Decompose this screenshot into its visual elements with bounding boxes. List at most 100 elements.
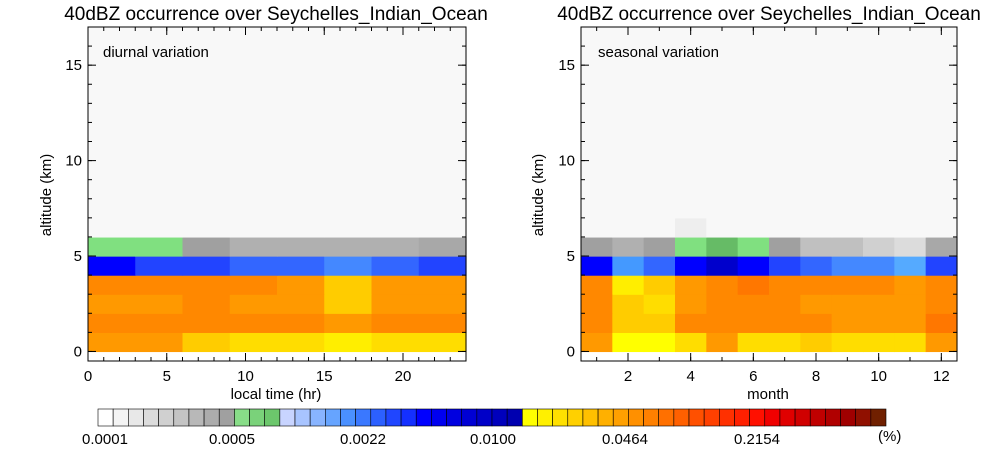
seasonal-cell bbox=[800, 256, 833, 276]
colorbar-swatch bbox=[522, 408, 538, 427]
diurnal-cell bbox=[371, 236, 420, 257]
seasonal-cell bbox=[831, 217, 864, 238]
diurnal-cell bbox=[277, 294, 325, 314]
colorbar-tick-label: 0.0001 bbox=[82, 431, 128, 448]
seasonal-cell bbox=[581, 294, 613, 314]
diurnal-cell bbox=[418, 275, 467, 295]
seasonal-cell bbox=[831, 294, 864, 314]
diurnal-cell bbox=[182, 332, 231, 353]
colorbar: 0.0001 0.0005 0.0022 0.0100 0.0464 0.2154 (%) bbox=[82, 408, 901, 448]
seasonal-cell bbox=[894, 294, 927, 314]
seasonal-cell bbox=[925, 236, 958, 257]
seasonal-cell bbox=[706, 236, 739, 257]
seasonal-panel: 40dBZ occurrence over Seychelles_Indian_… bbox=[530, 4, 981, 403]
colorbar-swatch bbox=[734, 408, 750, 427]
seasonal-cell bbox=[612, 217, 645, 238]
colorbar-swatch bbox=[825, 408, 841, 427]
colorbar-swatch bbox=[491, 408, 508, 427]
seasonal-cell bbox=[769, 27, 801, 219]
diurnal-cell bbox=[324, 294, 373, 314]
seasonal-cell bbox=[925, 27, 958, 219]
seasonal-cell bbox=[706, 313, 739, 333]
diurnal-cell bbox=[277, 27, 325, 238]
seasonal-x-tick-label: 10 bbox=[870, 368, 887, 385]
seasonal-cell bbox=[675, 217, 707, 238]
diurnal-cell bbox=[88, 236, 136, 257]
colorbar-tick-label: 0.2154 bbox=[734, 431, 780, 448]
diurnal-y-tick-label: 5 bbox=[74, 248, 82, 265]
colorbar-tick-label: 0.0005 bbox=[209, 431, 255, 448]
colorbar-swatch bbox=[673, 408, 690, 427]
colorbar-swatch bbox=[612, 408, 629, 427]
seasonal-cell bbox=[581, 236, 613, 257]
diurnal-cell bbox=[371, 313, 420, 333]
diurnal-cell bbox=[182, 27, 231, 238]
seasonal-cell bbox=[612, 294, 645, 314]
seasonal-cell bbox=[894, 236, 927, 257]
seasonal-x-axis-label: month bbox=[747, 386, 789, 403]
colorbar-swatch bbox=[506, 408, 523, 427]
seasonal-cell bbox=[675, 27, 707, 219]
diurnal-cell bbox=[182, 256, 231, 276]
diurnal-cell bbox=[418, 236, 467, 257]
seasonal-cell bbox=[925, 256, 958, 276]
seasonal-cell bbox=[643, 27, 676, 219]
seasonal-cell bbox=[643, 294, 676, 314]
seasonal-cell bbox=[581, 275, 613, 295]
colorbar-tick-label: 0.0464 bbox=[602, 431, 648, 448]
seasonal-cell bbox=[925, 332, 958, 353]
diurnal-y-axis-label: altitude (km) bbox=[38, 154, 55, 237]
seasonal-cell bbox=[706, 332, 739, 353]
seasonal-cell bbox=[643, 236, 676, 257]
seasonal-cell bbox=[800, 275, 833, 295]
seasonal-cell bbox=[863, 294, 895, 314]
diurnal-cell bbox=[418, 294, 467, 314]
seasonal-x-tick-label: 12 bbox=[933, 368, 950, 385]
diurnal-cell bbox=[135, 256, 184, 276]
colorbar-swatch bbox=[597, 408, 614, 427]
diurnal-cell bbox=[324, 256, 373, 276]
seasonal-cell bbox=[863, 332, 895, 353]
seasonal-cell bbox=[925, 313, 958, 333]
seasonal-cell bbox=[675, 256, 707, 276]
seasonal-y-tick-label: 0 bbox=[567, 343, 575, 360]
colorbar-swatch bbox=[279, 408, 296, 427]
colorbar-swatch bbox=[688, 408, 705, 427]
colorbar-swatch bbox=[658, 408, 675, 427]
seasonal-cell bbox=[769, 332, 801, 353]
seasonal-cell bbox=[737, 275, 770, 295]
colorbar-swatch bbox=[370, 408, 387, 427]
diurnal-cell bbox=[135, 236, 184, 257]
colorbar-tick-labels: 0.0001 0.0005 0.0022 0.0100 0.0464 0.2154 bbox=[82, 431, 780, 448]
colorbar-swatch bbox=[870, 408, 887, 427]
diurnal-x-tick-label: 10 bbox=[237, 368, 254, 385]
diurnal-y-tick-label: 15 bbox=[65, 57, 82, 74]
diurnal-cell bbox=[371, 332, 420, 353]
seasonal-cell bbox=[643, 256, 676, 276]
colorbar-swatch bbox=[173, 408, 190, 427]
colorbar-swatch bbox=[309, 408, 326, 427]
diurnal-cell bbox=[324, 332, 373, 353]
seasonal-cell bbox=[706, 27, 739, 219]
seasonal-cell bbox=[863, 27, 895, 219]
diurnal-cell bbox=[371, 294, 420, 314]
diurnal-x-tick-label: 0 bbox=[84, 368, 92, 385]
colorbar-unit: (%) bbox=[878, 428, 901, 445]
diurnal-cell bbox=[229, 275, 278, 295]
diurnal-cell bbox=[135, 313, 184, 333]
seasonal-cell bbox=[737, 256, 770, 276]
diurnal-cell bbox=[135, 294, 184, 314]
seasonal-cell bbox=[675, 332, 707, 353]
seasonal-cell bbox=[894, 217, 927, 238]
diurnal-cell bbox=[277, 256, 325, 276]
seasonal-cell bbox=[894, 27, 927, 219]
diurnal-cell bbox=[324, 275, 373, 295]
seasonal-axis-ticks: 2 4 6 8 10 12 0 5 10 15 bbox=[558, 26, 957, 385]
seasonal-cell bbox=[737, 294, 770, 314]
diurnal-cell bbox=[229, 313, 278, 333]
diurnal-cell bbox=[88, 275, 136, 295]
diurnal-cell bbox=[229, 27, 278, 238]
colorbar-swatch bbox=[188, 408, 205, 427]
colorbar-swatch bbox=[234, 408, 250, 427]
